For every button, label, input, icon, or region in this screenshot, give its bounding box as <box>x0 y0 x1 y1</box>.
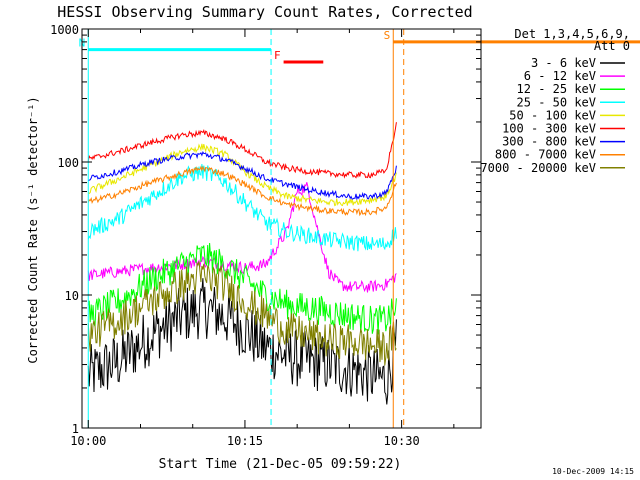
series-line-8-segment-0 <box>87 261 397 366</box>
flag-bar-label-3: S <box>384 29 391 42</box>
series-line-6-segment-0 <box>88 150 397 201</box>
legend-label-1: 6 - 12 keV <box>524 69 596 83</box>
series-line-5-segment-0 <box>87 122 397 179</box>
legend-header-line-2: Att 0 <box>594 39 630 53</box>
legend-label-0: 3 - 6 keV <box>531 56 596 70</box>
legend-label-6: 300 - 800 keV <box>502 135 596 149</box>
y-axis-label: Corrected Count Rate (s⁻¹ detector⁻¹) <box>26 96 40 363</box>
x-tick-label-2: 10:30 <box>384 434 420 448</box>
flag-bar-label-2: F <box>274 49 281 62</box>
plot-lines-layer <box>87 122 397 405</box>
legend-label-2: 12 - 25 keV <box>517 82 596 96</box>
legend-label-4: 50 - 100 keV <box>509 108 596 122</box>
series-line-3-segment-0 <box>87 163 397 252</box>
series-line-4-segment-0 <box>87 143 397 207</box>
legend-label-5: 100 - 300 keV <box>502 122 596 136</box>
legend-label-3: 25 - 50 keV <box>517 95 596 109</box>
plot-frame <box>81 28 482 429</box>
y-tick-label-0: 1 <box>72 422 79 436</box>
legend-header-line-1: Det 1,3,4,5,6,9, <box>514 27 630 41</box>
series-line-2-segment-0 <box>87 242 397 335</box>
y-tick-label-3: 1000 <box>50 23 79 37</box>
axes-layer: 10:00 10:15 10:30 1 10 100 1000 <box>50 23 481 448</box>
x-tick-label-1: 10:15 <box>227 434 263 448</box>
footer-timestamp: 10-Dec-2009 14:15 <box>552 467 634 476</box>
series-line-0-segment-0 <box>87 278 397 405</box>
series-line-1-segment-0 <box>87 182 397 293</box>
y-tick-label-2: 100 <box>57 156 79 170</box>
legend-label-7: 800 - 7000 keV <box>495 148 596 162</box>
vertical-markers-layer <box>87 29 405 428</box>
x-axis-label: Start Time (21-Dec-05 09:59:22) <box>159 457 402 472</box>
legend-label-8: 7000 - 20000 keV <box>480 161 596 175</box>
y-tick-label-1: 10 <box>65 289 79 303</box>
chart-title: HESSI Observing Summary Count Rates, Cor… <box>57 3 472 21</box>
series-line-7-segment-0 <box>87 165 397 217</box>
x-tick-label-0: 10:00 <box>70 434 106 448</box>
